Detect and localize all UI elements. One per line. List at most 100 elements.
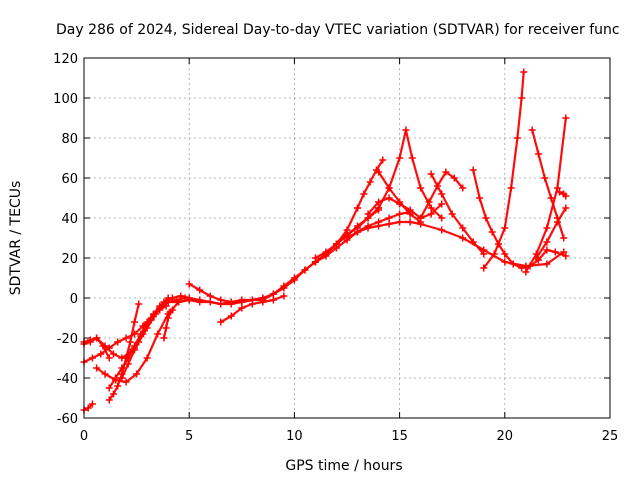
data-point <box>343 234 351 242</box>
series-track-05 <box>108 304 168 390</box>
x-tick-label: 15 <box>391 429 408 444</box>
series-track-26 <box>535 206 567 260</box>
data-point <box>541 174 549 182</box>
data-point <box>375 198 383 206</box>
data-point <box>122 378 130 386</box>
data-point <box>248 300 256 308</box>
data-point <box>385 220 393 228</box>
data-point <box>442 168 450 176</box>
data-point <box>227 298 235 306</box>
data-point <box>269 290 277 298</box>
data-point <box>354 228 362 236</box>
data-point <box>105 384 113 392</box>
data-point <box>173 296 181 304</box>
data-point <box>509 260 517 268</box>
data-point <box>532 254 540 262</box>
data-point <box>459 234 467 242</box>
data-point <box>522 268 530 276</box>
data-point <box>543 224 551 232</box>
data-point <box>469 238 477 246</box>
data-point <box>118 374 126 382</box>
data-point <box>480 250 488 258</box>
data-point <box>438 214 446 222</box>
data-point <box>553 218 561 226</box>
y-tick-label: 80 <box>61 132 78 147</box>
data-point <box>417 214 425 222</box>
data-point <box>185 280 193 288</box>
series-track-15 <box>345 220 565 268</box>
data-point <box>196 286 204 294</box>
data-point <box>217 318 225 326</box>
data-point <box>543 246 551 254</box>
series-track-04 <box>95 298 191 384</box>
data-point <box>311 258 319 266</box>
data-point <box>97 350 105 358</box>
data-point <box>185 296 193 304</box>
series-track-23 <box>482 70 525 270</box>
data-point <box>438 200 446 208</box>
data-point <box>520 68 528 76</box>
series-track-20 <box>419 170 464 220</box>
data-point <box>476 194 484 202</box>
data-point <box>280 284 288 292</box>
data-point <box>438 190 446 198</box>
data-point <box>93 364 101 372</box>
chart-title: Day 286 of 2024, Sidereal Day-to-day VTE… <box>56 22 620 38</box>
data-point <box>162 324 170 332</box>
y-tick-label: 40 <box>61 212 78 227</box>
data-point <box>408 154 416 162</box>
data-point <box>238 298 246 306</box>
series-track-02 <box>82 206 380 360</box>
data-point <box>88 354 96 362</box>
data-point <box>109 390 117 398</box>
x-axis-title: GPS time / hours <box>285 458 402 474</box>
data-point <box>332 240 340 248</box>
data-point <box>425 198 433 206</box>
data-point <box>501 250 509 258</box>
data-point <box>227 312 235 320</box>
data-point <box>114 338 122 346</box>
data-point <box>438 226 446 234</box>
data-point <box>406 218 414 226</box>
data-point <box>147 316 155 324</box>
x-tick-label: 20 <box>497 429 514 444</box>
y-tick-label: -40 <box>57 372 78 387</box>
y-tick-label: 20 <box>61 252 78 267</box>
data-point <box>164 314 172 322</box>
data-point <box>385 194 393 202</box>
data-point <box>528 126 536 134</box>
data-point <box>518 94 526 102</box>
data-point <box>375 222 383 230</box>
data-point <box>469 166 477 174</box>
x-tick-label: 0 <box>80 429 88 444</box>
data-point <box>396 154 404 162</box>
data-point <box>84 404 92 412</box>
data-point <box>143 354 151 362</box>
y-tick-label: -60 <box>57 412 78 427</box>
plot-frame <box>83 57 611 419</box>
data-point <box>93 334 101 342</box>
data-point <box>122 334 130 342</box>
data-point <box>343 226 351 234</box>
data-point <box>513 134 521 142</box>
y-axis-title: SDTVAR / TECUs <box>8 181 24 296</box>
y-tick-label: 120 <box>53 52 78 67</box>
data-point <box>543 260 551 268</box>
data-point <box>206 298 214 306</box>
data-point <box>364 210 372 218</box>
data-point <box>122 354 130 362</box>
data-point <box>114 382 122 390</box>
y-tick-label: 60 <box>61 172 78 187</box>
data-point <box>490 250 498 258</box>
data-point <box>427 210 435 218</box>
data-point <box>181 294 189 302</box>
data-point <box>417 184 425 192</box>
data-point <box>160 334 168 342</box>
data-point <box>124 360 132 368</box>
data-point <box>459 184 467 192</box>
data-point <box>130 318 138 326</box>
data-point <box>385 214 393 222</box>
data-point <box>109 350 117 358</box>
data-point <box>501 224 509 232</box>
